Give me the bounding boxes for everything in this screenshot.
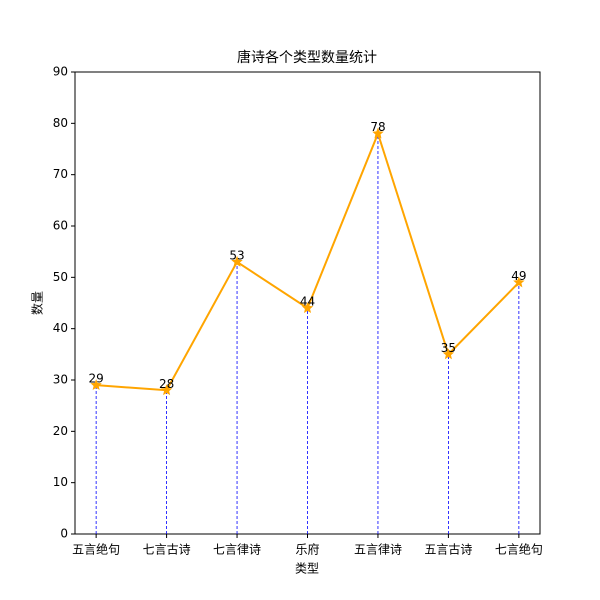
point-marker — [442, 348, 455, 360]
y-tick-label: 30 — [53, 373, 68, 387]
x-tick-label: 五言律诗 — [354, 543, 402, 557]
y-tick-label: 70 — [53, 167, 68, 181]
point-marker — [160, 384, 173, 396]
chart-title: 唐诗各个类型数量统计 — [237, 49, 377, 66]
x-tick-label: 七言绝句 — [495, 542, 543, 557]
y-tick-label: 0 — [60, 527, 68, 541]
y-tick-label: 50 — [53, 270, 68, 284]
y-tick-label: 40 — [53, 321, 68, 335]
x-axis-label: 类型 — [295, 562, 319, 576]
y-tick-label: 60 — [53, 219, 68, 233]
data-label: 28 — [159, 377, 174, 391]
point-marker — [513, 276, 525, 288]
y-axis-label: 数量 — [30, 291, 45, 315]
x-tick-label: 五言绝句 — [72, 542, 120, 557]
x-tick-label: 五言古诗 — [424, 542, 472, 557]
y-tick-label: 10 — [53, 475, 68, 489]
data-label: 29 — [88, 372, 103, 386]
x-tick-label: 乐府 — [295, 542, 319, 557]
data-label: 53 — [229, 248, 244, 262]
data-label: 49 — [511, 269, 526, 283]
y-tick-label: 80 — [53, 116, 68, 130]
y-tick-label: 20 — [53, 424, 68, 438]
x-tick-label: 七言律诗 — [213, 543, 261, 557]
point-marker — [90, 379, 102, 390]
data-label: 78 — [370, 120, 385, 134]
x-tick-label: 七言古诗 — [143, 542, 191, 557]
y-tick-label: 90 — [53, 65, 68, 79]
data-label: 44 — [300, 295, 315, 309]
data-label: 35 — [441, 341, 456, 355]
point-marker — [301, 302, 314, 313]
point-marker — [372, 127, 384, 139]
point-marker — [231, 255, 243, 267]
